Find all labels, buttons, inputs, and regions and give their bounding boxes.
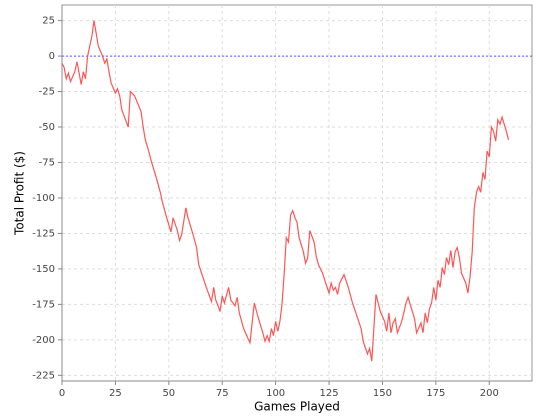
x-tick-label: 25 — [109, 388, 122, 399]
y-tick-label: -100 — [32, 193, 55, 204]
x-tick-label: 175 — [426, 388, 445, 399]
y-tick-label: -150 — [32, 264, 55, 275]
y-tick-label: -225 — [32, 370, 55, 381]
y-tick-label: 0 — [49, 51, 55, 62]
y-tick-label: -25 — [39, 87, 55, 98]
x-tick-label: 200 — [480, 388, 499, 399]
y-tick-label: -75 — [39, 157, 55, 168]
data-line — [61, 20, 510, 362]
x-tick-label: 50 — [162, 388, 175, 399]
x-tick-label: 150 — [373, 388, 392, 399]
y-tick-label: 25 — [42, 16, 55, 27]
x-tick-label: 125 — [319, 388, 338, 399]
x-tick-label: 75 — [216, 388, 229, 399]
y-tick-label: -125 — [32, 228, 55, 239]
y-tick-label: -50 — [39, 122, 55, 133]
y-axis-label: Total Profit ($) — [13, 151, 27, 236]
x-axis-label: Games Played — [254, 400, 340, 414]
y-tick-label: -175 — [32, 299, 55, 310]
plot-area — [61, 4, 533, 382]
x-tick-label: 0 — [59, 388, 65, 399]
y-tick-label: -200 — [32, 335, 55, 346]
x-tick-label: 100 — [266, 388, 285, 399]
